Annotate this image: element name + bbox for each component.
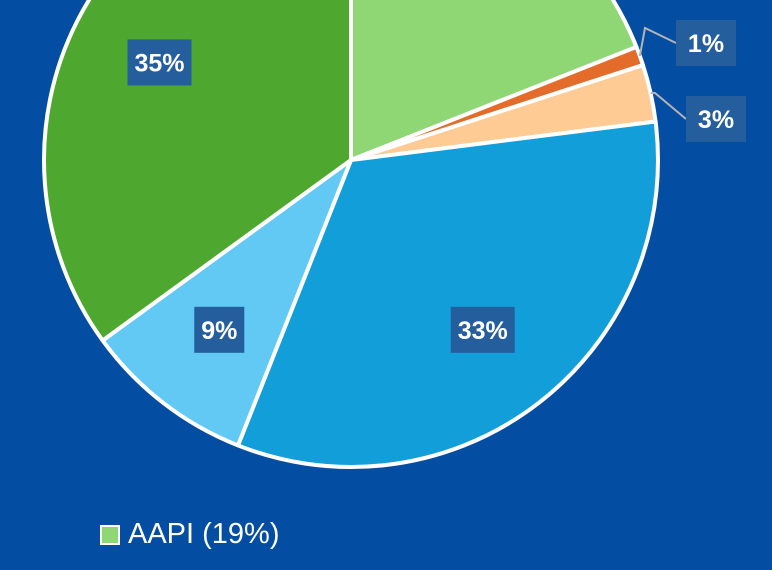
label-box-2 [686, 96, 746, 142]
label-box-5 [127, 39, 192, 86]
data-label-2: 3% [698, 106, 734, 134]
data-label-5: 35% [134, 49, 184, 77]
data-label-1: 1% [688, 30, 724, 58]
label-box-4 [194, 306, 245, 353]
pie-labels: 1% 3% 33% 9% 35% [127, 20, 746, 353]
data-label-4: 9% [201, 317, 237, 345]
label-box-1 [676, 20, 736, 66]
pie-slice-4 [100, 158, 353, 448]
pie-slice-5 [42, 0, 353, 343]
legend: AAPI (19%) [100, 518, 280, 551]
data-label-3: 33% [458, 317, 508, 345]
legend-label-aapi: AAPI (19%) [128, 518, 280, 550]
legend-swatch-aapi [100, 524, 120, 545]
leader-line-2 [650, 91, 687, 120]
pie-slice-3 [235, 119, 660, 469]
leader-line-1 [638, 26, 677, 57]
label-box-3 [450, 306, 515, 353]
pie-slice-0 [349, 0, 639, 162]
